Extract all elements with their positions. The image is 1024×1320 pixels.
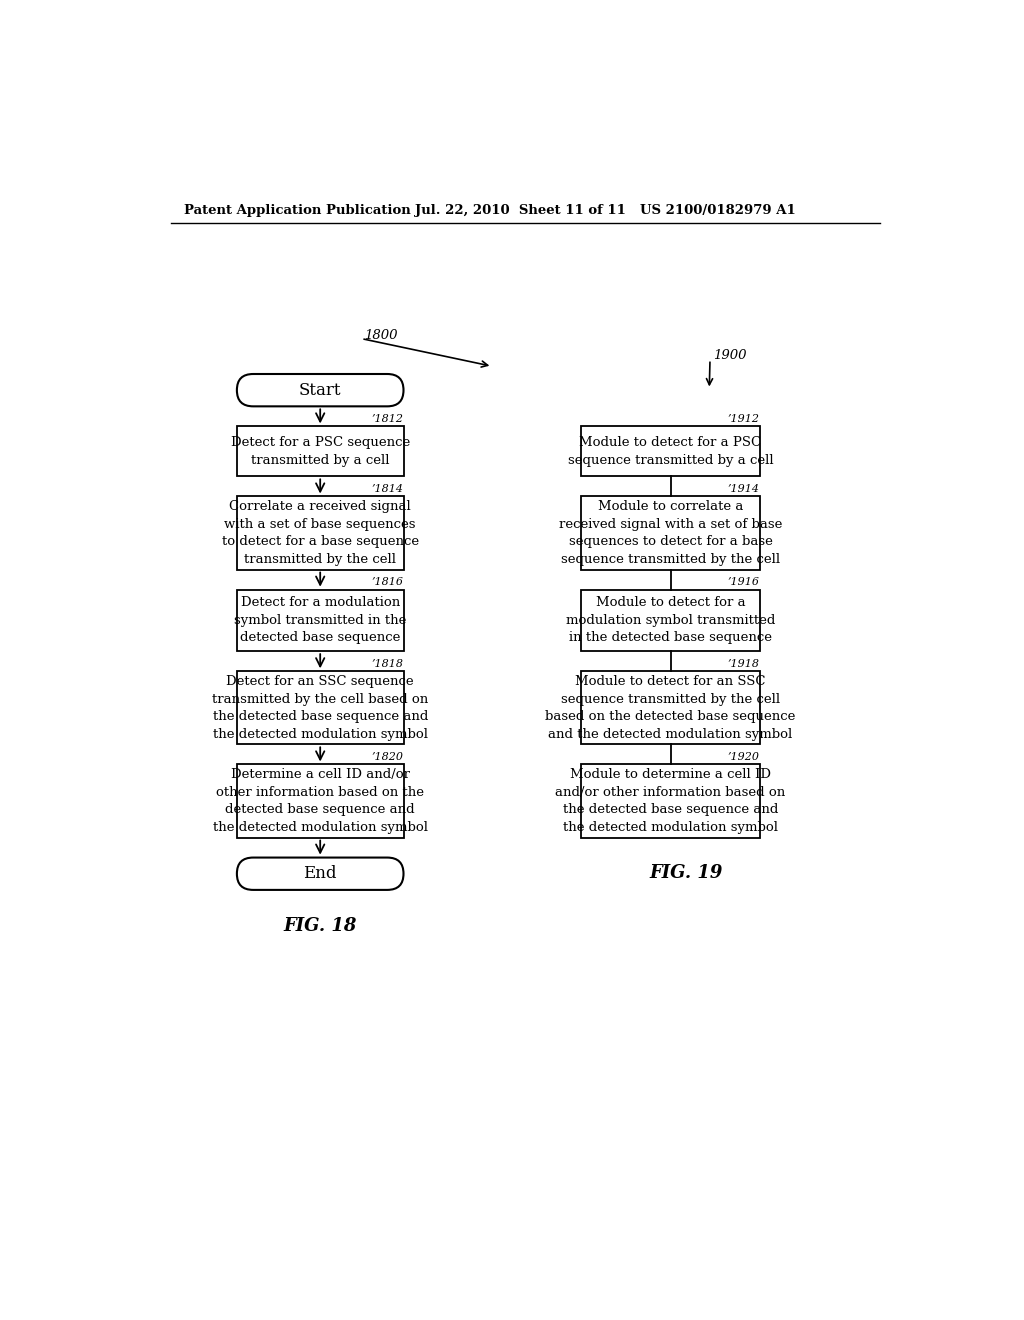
Text: Detect for a PSC sequence
transmitted by a cell: Detect for a PSC sequence transmitted by… [230,436,410,467]
Bar [582,672,760,744]
Text: Jul. 22, 2010  Sheet 11 of 11: Jul. 22, 2010 Sheet 11 of 11 [415,205,626,218]
Bar [582,496,760,570]
Bar [237,672,403,744]
Text: Determine a cell ID and/or
other information based on the
detected base sequence: Determine a cell ID and/or other informa… [213,768,428,834]
Text: Module to detect for a PSC
sequence transmitted by a cell: Module to detect for a PSC sequence tran… [567,436,773,467]
Text: US 2100/0182979 A1: US 2100/0182979 A1 [640,205,796,218]
Text: Start: Start [299,381,341,399]
Text: Correlate a received signal
with a set of base sequences
to detect for a base se: Correlate a received signal with a set o… [221,500,419,566]
FancyBboxPatch shape [237,858,403,890]
Text: FIG. 19: FIG. 19 [649,865,723,883]
Text: End: End [303,865,337,882]
Text: 1900: 1900 [713,350,746,363]
Text: FIG. 18: FIG. 18 [284,917,357,935]
Bar [582,590,760,651]
Text: ’1916: ’1916 [728,577,760,587]
Text: ’1812: ’1812 [372,414,403,424]
Bar [582,426,760,477]
Text: ’1818: ’1818 [372,659,403,669]
Text: ’1920: ’1920 [728,752,760,762]
Text: Patent Application Publication: Patent Application Publication [183,205,411,218]
Text: ’1912: ’1912 [728,414,760,424]
Text: ’1820: ’1820 [372,752,403,762]
Bar [237,496,403,570]
Text: Module to detect for an SSC
sequence transmitted by the cell
based on the detect: Module to detect for an SSC sequence tra… [546,675,796,741]
Bar [237,590,403,651]
Text: Module to determine a cell ID
and/or other information based on
the detected bas: Module to determine a cell ID and/or oth… [555,768,785,834]
Text: Detect for a modulation
symbol transmitted in the
detected base sequence: Detect for a modulation symbol transmitt… [234,597,407,644]
Bar [237,764,403,838]
Bar [582,764,760,838]
Text: ’1914: ’1914 [728,484,760,494]
Text: Module to correlate a
received signal with a set of base
sequences to detect for: Module to correlate a received signal wi… [559,500,782,566]
Text: ’1816: ’1816 [372,577,403,587]
Text: 1800: 1800 [365,329,398,342]
Text: ’1814: ’1814 [372,484,403,494]
FancyBboxPatch shape [237,374,403,407]
Text: ’1918: ’1918 [728,659,760,669]
Text: Detect for an SSC sequence
transmitted by the cell based on
the detected base se: Detect for an SSC sequence transmitted b… [212,675,428,741]
Bar [237,426,403,477]
Text: Module to detect for a
modulation symbol transmitted
in the detected base sequen: Module to detect for a modulation symbol… [566,597,775,644]
